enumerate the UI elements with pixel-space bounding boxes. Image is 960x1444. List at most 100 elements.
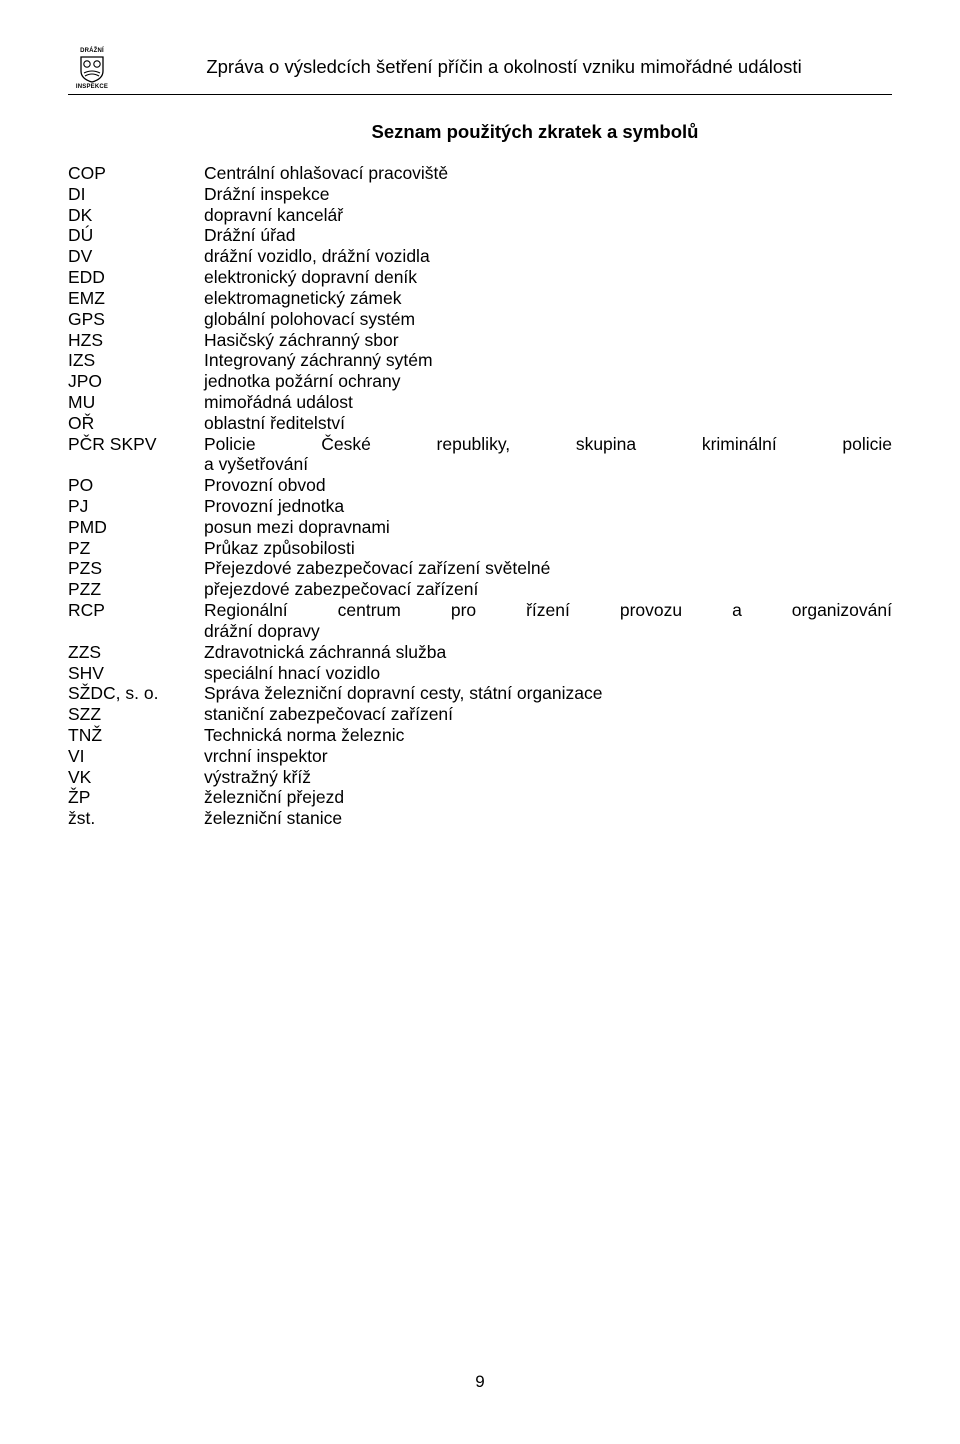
logo-top-text: DRÁŽNÍ	[80, 48, 104, 54]
abbreviation-row: MUmimořádná událost	[68, 392, 892, 413]
abbreviation-code: ZZS	[68, 642, 204, 663]
abbreviation-row: VKvýstražný kříž	[68, 767, 892, 788]
abbreviation-row: POProvozní obvod	[68, 475, 892, 496]
abbreviation-code: GPS	[68, 309, 204, 330]
abbreviation-code: EDD	[68, 267, 204, 288]
abbreviation-row: GPSglobální polohovací systém	[68, 309, 892, 330]
abbreviation-definition: elektromagnetický zámek	[204, 288, 892, 309]
abbreviation-definition: Regionální centrum pro řízení provozu a …	[204, 600, 892, 642]
abbreviation-definition: mimořádná událost	[204, 392, 892, 413]
abbreviation-definition: přejezdové zabezpečovací zařízení	[204, 579, 892, 600]
abbreviation-definition: Provozní obvod	[204, 475, 892, 496]
abbreviation-definition: Technická norma železnic	[204, 725, 892, 746]
abbreviation-def-line: Regionální centrum pro řízení provozu a …	[204, 600, 892, 621]
abbreviation-code: SŽDC, s. o.	[68, 683, 204, 704]
abbreviation-row: PZZpřejezdové zabezpečovací zařízení	[68, 579, 892, 600]
abbreviation-code: OŘ	[68, 413, 204, 434]
abbreviation-row: EMZelektromagnetický zámek	[68, 288, 892, 309]
abbreviation-code: IZS	[68, 350, 204, 371]
abbreviation-definition: Drážní inspekce	[204, 184, 892, 205]
document-page: DRÁŽNÍ INSPEKCE Zpráva o výsledcích šetř…	[0, 0, 960, 869]
abbreviation-definition: železniční přejezd	[204, 787, 892, 808]
abbreviation-code: COP	[68, 163, 204, 184]
abbreviation-code: DK	[68, 205, 204, 226]
abbreviation-row: OŘoblastní ředitelství	[68, 413, 892, 434]
abbreviation-code: DI	[68, 184, 204, 205]
abbreviation-row: PZPrůkaz způsobilosti	[68, 538, 892, 559]
abbreviation-definition: Průkaz způsobilosti	[204, 538, 892, 559]
abbreviation-row: DÚDrážní úřad	[68, 225, 892, 246]
abbreviation-definition: globální polohovací systém	[204, 309, 892, 330]
abbreviation-row: PČR SKPVPolicie České republiky, skupina…	[68, 434, 892, 476]
abbreviation-code: MU	[68, 392, 204, 413]
abbreviation-definition: Přejezdové zabezpečovací zařízení světel…	[204, 558, 892, 579]
abbreviation-row: DKdopravní kancelář	[68, 205, 892, 226]
abbreviation-definition: Drážní úřad	[204, 225, 892, 246]
abbreviation-definition: speciální hnací vozidlo	[204, 663, 892, 684]
abbreviation-definition: Policie České republiky, skupina kriminá…	[204, 434, 892, 476]
logo: DRÁŽNÍ INSPEKCE	[68, 46, 116, 90]
abbreviation-code: žst.	[68, 808, 204, 829]
abbreviation-definition: jednotka požární ochrany	[204, 371, 892, 392]
abbreviation-code: VK	[68, 767, 204, 788]
abbreviation-code: VI	[68, 746, 204, 767]
abbreviation-definition: vrchní inspektor	[204, 746, 892, 767]
abbreviation-row: SZZstaniční zabezpečovací zařízení	[68, 704, 892, 725]
abbreviation-def-line: drážní dopravy	[204, 621, 892, 642]
abbreviation-row: žst.železniční stanice	[68, 808, 892, 829]
abbreviation-code: PO	[68, 475, 204, 496]
abbreviation-row: PZSPřejezdové zabezpečovací zařízení svě…	[68, 558, 892, 579]
abbreviation-definition: dopravní kancelář	[204, 205, 892, 226]
abbreviation-list: COPCentrální ohlašovací pracovištěDIDráž…	[68, 163, 892, 829]
abbreviation-definition: drážní vozidlo, drážní vozidla	[204, 246, 892, 267]
abbreviation-row: TNŽTechnická norma železnic	[68, 725, 892, 746]
abbreviation-definition: staniční zabezpečovací zařízení	[204, 704, 892, 725]
shield-icon	[79, 55, 105, 83]
abbreviation-row: COPCentrální ohlašovací pracoviště	[68, 163, 892, 184]
abbreviation-code: PZS	[68, 558, 204, 579]
abbreviation-definition: elektronický dopravní deník	[204, 267, 892, 288]
abbreviation-row: EDDelektronický dopravní deník	[68, 267, 892, 288]
page-header: DRÁŽNÍ INSPEKCE Zpráva o výsledcích šetř…	[68, 46, 892, 95]
abbreviation-code: EMZ	[68, 288, 204, 309]
abbreviation-code: PZZ	[68, 579, 204, 600]
header-title: Zpráva o výsledcích šetření příčin a oko…	[116, 46, 892, 78]
abbreviation-row: SŽDC, s. o.Správa železniční dopravní ce…	[68, 683, 892, 704]
abbreviation-definition: Provozní jednotka	[204, 496, 892, 517]
abbreviation-definition: posun mezi dopravnami	[204, 517, 892, 538]
abbreviation-row: DIDrážní inspekce	[68, 184, 892, 205]
abbreviation-code: PČR SKPV	[68, 434, 204, 455]
abbreviation-definition: Centrální ohlašovací pracoviště	[204, 163, 892, 184]
abbreviation-row: VIvrchní inspektor	[68, 746, 892, 767]
abbreviation-code: PJ	[68, 496, 204, 517]
page-number: 9	[0, 1372, 960, 1392]
abbreviation-code: JPO	[68, 371, 204, 392]
abbreviation-code: DV	[68, 246, 204, 267]
section-title: Seznam použitých zkratek a symbolů	[68, 121, 892, 143]
abbreviation-definition: oblastní ředitelství	[204, 413, 892, 434]
abbreviation-code: SZZ	[68, 704, 204, 725]
abbreviation-definition: železniční stanice	[204, 808, 892, 829]
abbreviation-definition: Hasičský záchranný sbor	[204, 330, 892, 351]
abbreviation-definition: Zdravotnická záchranná služba	[204, 642, 892, 663]
abbreviation-def-line: Policie České republiky, skupina kriminá…	[204, 434, 892, 455]
abbreviation-row: SHVspeciální hnací vozidlo	[68, 663, 892, 684]
abbreviation-row: RCPRegionální centrum pro řízení provozu…	[68, 600, 892, 642]
abbreviation-code: HZS	[68, 330, 204, 351]
abbreviation-code: ŽP	[68, 787, 204, 808]
abbreviation-definition: Integrovaný záchranný sytém	[204, 350, 892, 371]
abbreviation-row: IZSIntegrovaný záchranný sytém	[68, 350, 892, 371]
abbreviation-code: SHV	[68, 663, 204, 684]
abbreviation-code: PMD	[68, 517, 204, 538]
abbreviation-code: TNŽ	[68, 725, 204, 746]
abbreviation-row: ZZSZdravotnická záchranná služba	[68, 642, 892, 663]
abbreviation-code: PZ	[68, 538, 204, 559]
abbreviation-row: HZSHasičský záchranný sbor	[68, 330, 892, 351]
abbreviation-definition: Správa železniční dopravní cesty, státní…	[204, 683, 892, 704]
abbreviation-def-line: a vyšetřování	[204, 454, 892, 475]
logo-bottom-text: INSPEKCE	[76, 84, 108, 90]
abbreviation-row: JPOjednotka požární ochrany	[68, 371, 892, 392]
abbreviation-code: DÚ	[68, 225, 204, 246]
abbreviation-row: PJProvozní jednotka	[68, 496, 892, 517]
abbreviation-row: ŽPželezniční přejezd	[68, 787, 892, 808]
